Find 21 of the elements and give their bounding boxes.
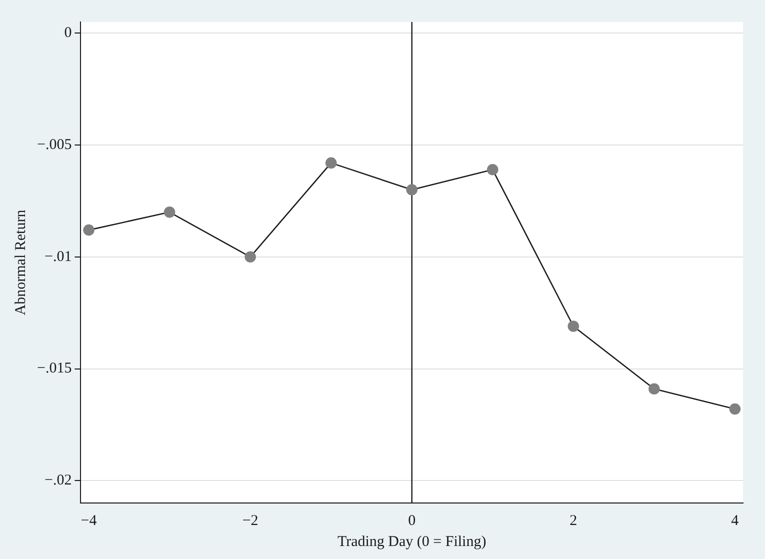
x-tick-label: 4 bbox=[731, 512, 740, 529]
point bbox=[729, 403, 741, 415]
y-tick-label: −.02 bbox=[44, 472, 72, 489]
point bbox=[568, 320, 580, 332]
x-tick-label: −2 bbox=[242, 512, 258, 529]
y-tick-label: −.01 bbox=[44, 248, 72, 265]
point bbox=[244, 251, 256, 263]
y-axis-title: Abnormal Return bbox=[12, 209, 29, 316]
y-tick-label: −.005 bbox=[36, 136, 72, 153]
point bbox=[648, 383, 660, 395]
x-tick-label: 0 bbox=[408, 512, 416, 529]
point bbox=[164, 206, 176, 218]
point bbox=[325, 157, 337, 169]
point bbox=[406, 184, 418, 196]
x-tick-label: 2 bbox=[570, 512, 578, 529]
x-tick-label: −4 bbox=[80, 512, 98, 529]
x-axis-title: Trading Day (0 = Filing) bbox=[337, 534, 486, 550]
y-tick-label: −.015 bbox=[36, 360, 72, 377]
y-tick-label: 0 bbox=[64, 25, 72, 42]
point bbox=[83, 224, 94, 236]
point bbox=[486, 164, 498, 176]
